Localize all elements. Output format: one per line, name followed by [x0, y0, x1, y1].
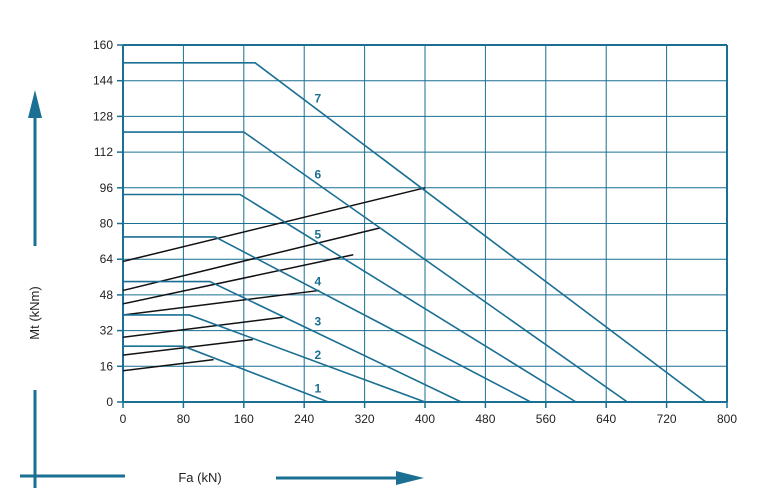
secondary-line	[122, 289, 320, 316]
y-tick-label: 144	[93, 74, 113, 88]
x-tick-label: 560	[536, 412, 556, 426]
curve-label-5: 5	[314, 228, 321, 242]
y-tick-label: 80	[100, 217, 114, 231]
y-tick-labels: 0 16 32 48 64 80 96 112 128 144 160	[93, 38, 123, 409]
curve-label-7: 7	[314, 92, 321, 106]
series-line-5	[123, 193, 577, 403]
curve-label-2: 2	[314, 348, 321, 362]
y-tick-label: 16	[100, 359, 114, 373]
series-line-4	[123, 236, 532, 403]
x-axis-arrow	[20, 471, 424, 485]
x-tick-label: 480	[475, 412, 495, 426]
curve-label-3: 3	[314, 315, 321, 329]
grid	[122, 44, 728, 403]
x-tick-label: 720	[657, 412, 677, 426]
y-axis-arrow	[28, 90, 42, 488]
curve-label-1: 1	[314, 382, 321, 396]
series-line-2	[123, 314, 426, 403]
curve-label-6: 6	[314, 167, 321, 181]
curve-labels: 1 2 3 4 5 6 7	[314, 92, 321, 396]
curve-label-4: 4	[314, 275, 321, 289]
x-tick-label: 640	[596, 412, 616, 426]
secondary-line	[122, 254, 354, 305]
secondary-line	[122, 227, 380, 292]
y-axis-title: Mt (kNm)	[27, 286, 42, 339]
x-tick-labels: 0 80 160 240 320 400 480 560 640 720 800	[120, 402, 737, 426]
series-line-7	[123, 62, 707, 403]
y-tick-label: 0	[106, 395, 113, 409]
y-tick-label: 32	[100, 324, 114, 338]
x-axis-title: Fa (kN)	[178, 470, 221, 485]
secondary-lines	[122, 187, 426, 372]
x-tick-label: 320	[355, 412, 375, 426]
y-tick-label: 128	[93, 109, 113, 123]
series-line-6	[123, 131, 628, 403]
series-line-3	[123, 280, 462, 403]
y-tick-label: 96	[100, 181, 114, 195]
x-tick-label: 160	[234, 412, 254, 426]
secondary-line	[122, 316, 284, 339]
y-tick-label: 160	[93, 38, 113, 52]
x-tick-label: 0	[120, 412, 127, 426]
x-tick-label: 400	[415, 412, 435, 426]
y-tick-label: 64	[100, 252, 114, 266]
secondary-line	[122, 358, 214, 372]
x-tick-label: 800	[717, 412, 737, 426]
x-tick-label: 80	[177, 412, 191, 426]
secondary-line	[122, 187, 426, 263]
y-tick-label: 48	[100, 288, 114, 302]
y-tick-label: 112	[94, 145, 113, 159]
series-lines	[123, 62, 707, 403]
series-line-1	[123, 345, 329, 403]
x-tick-label: 240	[294, 412, 314, 426]
